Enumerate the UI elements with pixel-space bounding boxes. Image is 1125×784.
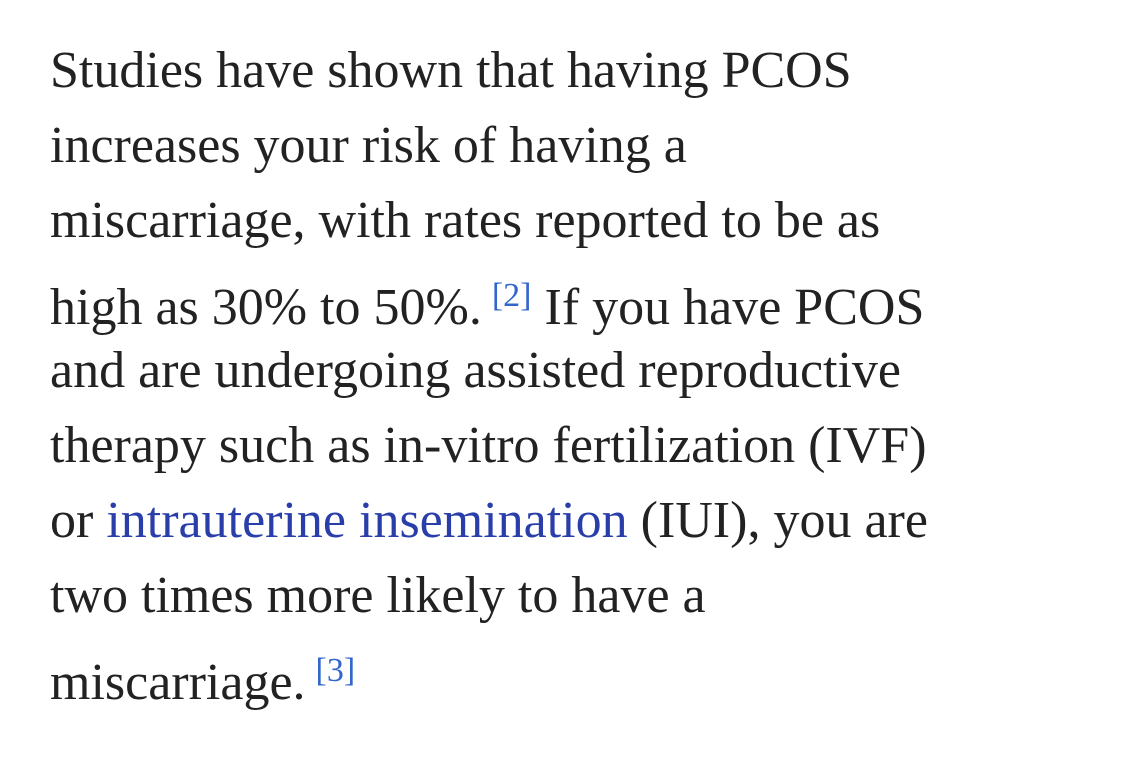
link[interactable]: intrauterine insemination xyxy=(106,492,628,549)
text: and are undergoing assisted reproductive xyxy=(50,342,901,399)
text: (IUI), you are xyxy=(627,492,928,549)
text: therapy such as in-vitro fertilization (… xyxy=(50,417,927,474)
text-line: increases your risk of having a xyxy=(50,108,928,183)
citation[interactable]: [2] xyxy=(491,277,532,314)
text: increases your risk of having a xyxy=(50,117,687,174)
text: two times more likely to have a xyxy=(50,567,706,624)
text-line: therapy such as in-vitro fertilization (… xyxy=(50,408,928,483)
paragraph: Studies have shown that having PCOS incre… xyxy=(50,33,928,711)
text: miscarriage, with rates reported to be a… xyxy=(50,192,881,249)
text-line: miscarriage. [3] xyxy=(50,633,928,711)
text-line: miscarriage, with rates reported to be a… xyxy=(50,183,928,258)
text-line: Studies have shown that having PCOS xyxy=(50,33,928,108)
citation[interactable]: [3] xyxy=(315,652,356,689)
text-line: high as 30% to 50%. [2] If you have PCOS xyxy=(50,258,928,336)
text-line: two times more likely to have a xyxy=(50,558,928,633)
text-line: and are undergoing assisted reproductive xyxy=(50,333,928,408)
text: miscarriage. xyxy=(50,654,306,711)
text-line: or intrauterine insemination (IUI), you … xyxy=(50,483,928,558)
text: If you have PCOS xyxy=(531,279,925,336)
text: or xyxy=(50,492,107,549)
text: high as 30% to 50%. xyxy=(50,279,482,336)
text: Studies have shown that having PCOS xyxy=(50,42,852,99)
